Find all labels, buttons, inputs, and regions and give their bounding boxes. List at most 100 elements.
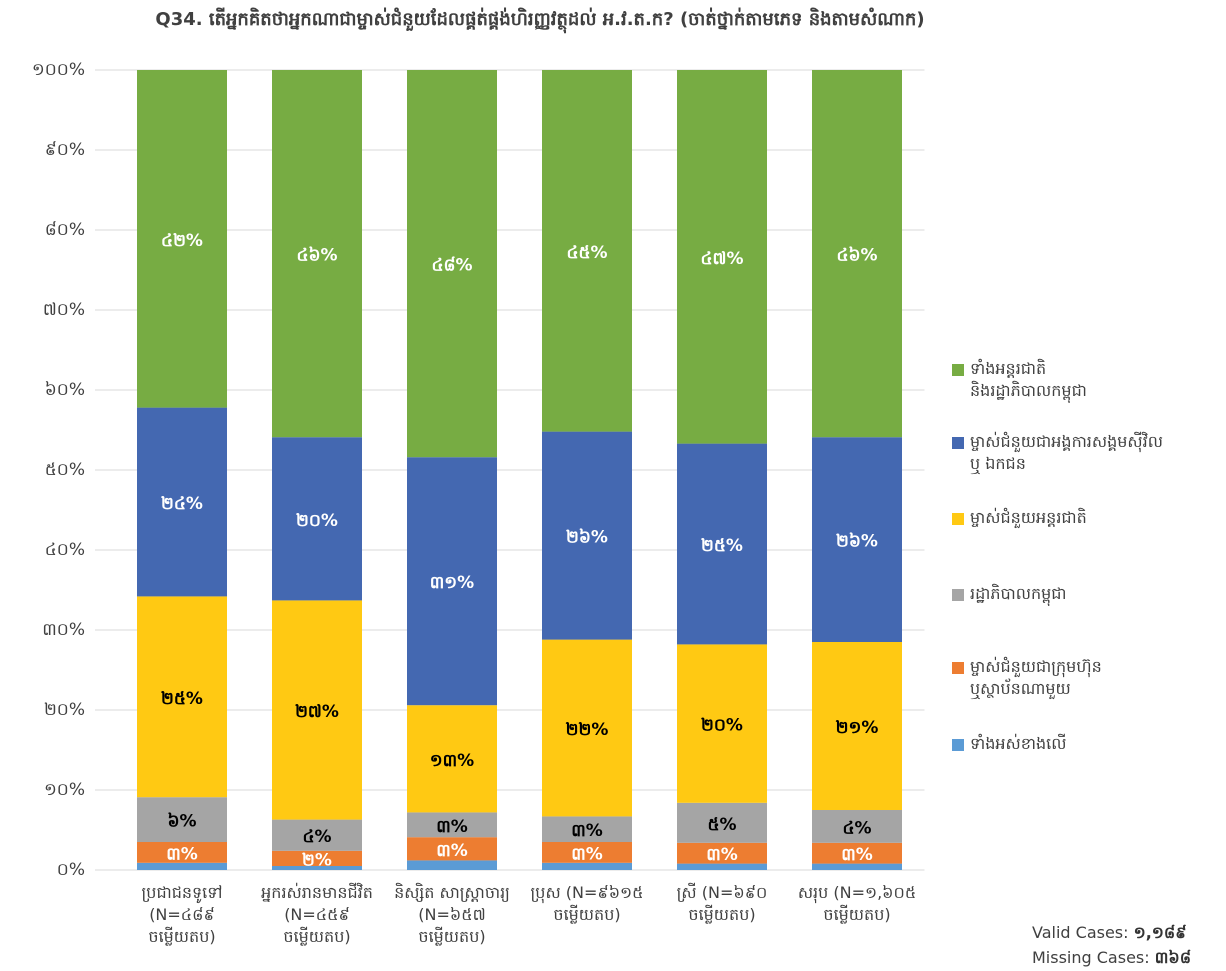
bar-segment — [677, 842, 767, 864]
data-label: ២០% — [701, 716, 743, 736]
data-label: ៥% — [707, 815, 736, 835]
data-label: ១៣% — [430, 751, 474, 771]
bar-segment — [137, 842, 227, 863]
data-label: ៤៨% — [431, 256, 472, 276]
y-tick-label: ៣០% — [42, 620, 85, 640]
x-tick-label: សរុប (N=១,៦០៥ ចម្លើយតប) — [797, 883, 917, 924]
legend-swatch — [952, 589, 964, 601]
data-label: ៤៥% — [566, 243, 607, 263]
legend-swatch — [952, 437, 964, 449]
data-label: ៣% — [571, 821, 603, 841]
bar-segment — [812, 810, 902, 843]
data-label: ៣% — [436, 817, 468, 837]
bar-segment — [407, 705, 497, 813]
data-label: ២៥% — [701, 536, 743, 556]
data-label: ២២% — [566, 720, 609, 740]
bar-segment — [812, 437, 902, 642]
bar-segment — [812, 842, 902, 864]
bar-segment — [137, 797, 227, 842]
legend-label: ទាំងអន្តរជាតិ និងរដ្ឋាភិបាលកម្ពុជា — [970, 359, 1087, 400]
y-tick-label: ៨០% — [45, 220, 85, 240]
y-tick-label: ១០% — [44, 780, 85, 800]
data-label: ៣% — [436, 841, 468, 861]
note-label: Valid Cases: — [1032, 923, 1134, 942]
note-label: Missing Cases: — [1032, 948, 1155, 967]
data-label: ៣% — [571, 844, 603, 864]
data-label: ៤% — [302, 827, 331, 847]
data-label: ៤៧% — [700, 249, 743, 269]
x-tick-label: ស្រី (N=៦៩០ ចម្លើយតប) — [676, 883, 768, 924]
bar-segment — [137, 70, 227, 408]
note: Valid Cases: ១,១៨៩ — [1032, 922, 1187, 944]
legend-label: ទាំងអស់ខាងលើ — [970, 734, 1067, 753]
bar-segment — [407, 70, 497, 458]
bar-segment — [407, 860, 497, 870]
bar-segment — [272, 866, 362, 870]
note: Missing Cases: ៣៦៨ — [1032, 947, 1191, 969]
bar-segment — [677, 70, 767, 444]
y-tick-label: ៩០% — [45, 140, 85, 160]
bar-segment — [272, 437, 362, 601]
legend-swatch — [952, 739, 964, 751]
bar-segment — [812, 863, 902, 870]
x-tick-label: អ្នករស់រានមានជីវិត (N=៤៥៩ ចម្លើយតប) — [261, 883, 373, 946]
legend-swatch — [952, 513, 964, 525]
bar-segment — [677, 863, 767, 870]
data-label: ២៥% — [161, 689, 203, 709]
bar-segment — [812, 642, 902, 810]
y-tick-label: ៧០% — [43, 300, 85, 320]
bar-segment — [137, 862, 227, 870]
bar-segment — [272, 850, 362, 866]
data-label: ៣% — [166, 844, 198, 864]
bar-segment — [542, 862, 632, 870]
bar-segment — [407, 812, 497, 838]
data-label: ៣% — [841, 845, 873, 865]
y-tick-label: ៦០% — [45, 380, 85, 400]
y-tick-label: ៥០% — [45, 460, 85, 480]
x-tick-label: និស្សិត សាស្ត្រាចារ្យ (N=៦៥៧ ចម្លើយតប) — [394, 883, 510, 946]
bar-segment — [137, 407, 227, 597]
bar-segment — [812, 70, 902, 438]
legend-label: រដ្ឋាភិបាលកម្ពុជា — [970, 584, 1067, 603]
bar-segment — [272, 70, 362, 438]
bar-segment — [272, 600, 362, 820]
data-label: ៣១% — [430, 573, 474, 593]
data-label: ២៤% — [161, 494, 203, 514]
data-label: ២៦% — [836, 532, 878, 552]
data-label: ៤២% — [161, 231, 203, 251]
data-label: ២០% — [296, 511, 338, 531]
legend-label: ម្ចាស់ជំនួយអន្តរជាតិ — [970, 508, 1087, 527]
data-label: ៤៦% — [836, 246, 877, 266]
note-value: ១,១៨៩ — [1133, 923, 1187, 942]
legend-label: ម្ចាស់ជំនួយជាអង្គការសង្គមស៊ីវិល ឬ ឯកជន — [970, 432, 1163, 473]
y-tick-label: ២០% — [44, 700, 85, 720]
y-tick-label: ០% — [57, 860, 85, 880]
bar-segment — [542, 70, 632, 432]
note-value: ៣៦៨ — [1154, 948, 1192, 967]
y-tick-label: ៤០% — [45, 540, 85, 560]
bar-segment — [542, 816, 632, 842]
data-label: ២៦% — [566, 528, 608, 548]
y-tick-label: ១០០% — [32, 60, 85, 80]
bar-segment — [272, 819, 362, 851]
legend-swatch — [952, 662, 964, 674]
data-label: ៤៦% — [296, 246, 337, 266]
bar-segment — [677, 802, 767, 843]
bar-segment — [542, 842, 632, 863]
bar-segment — [137, 596, 227, 798]
bar-segment — [407, 457, 497, 706]
bar-segment — [677, 644, 767, 803]
data-label: ៦% — [167, 812, 196, 832]
chart-title: Q34. តើអ្នកគិតថាអ្នកណាជាម្ចាស់ជំនួយដែលផ្… — [155, 7, 924, 34]
legend-label: ម្ចាស់ជំនួយជាក្រុមហ៊ុន ឬស្ថាប័នណាមួយ — [970, 657, 1102, 698]
bar-segment — [677, 443, 767, 645]
bar-segment — [407, 837, 497, 861]
bar-segment — [542, 639, 632, 817]
data-label: ២៧% — [295, 702, 339, 722]
data-label: ២១% — [836, 718, 879, 738]
legend-swatch — [952, 364, 964, 376]
x-tick-label: ប្រជាជនទូទៅ (N=៤៨៩ ចម្លើយតប) — [141, 883, 223, 946]
x-tick-label: ប្រុស (N=៩៦១៥ ចម្លើយតប) — [530, 883, 644, 924]
